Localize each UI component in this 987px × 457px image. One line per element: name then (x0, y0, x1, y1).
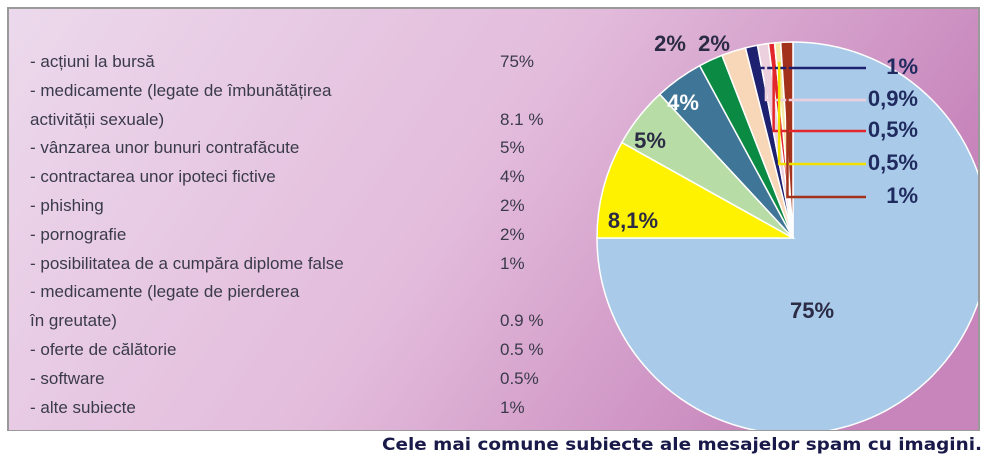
value-label: 1% (500, 253, 525, 273)
value-label: 75% (500, 52, 535, 71)
pie-label: 5% (634, 128, 666, 153)
pie-label: 1% (886, 183, 918, 208)
pie-slice (596, 41, 978, 430)
value-label: 4% (500, 167, 525, 187)
pie-label: 4% (667, 90, 699, 115)
caption-band (0, 431, 987, 457)
value-label: 2% (500, 224, 525, 244)
category-label: - phishing (30, 195, 104, 215)
legend-row: - software 0.5% (30, 365, 590, 394)
pie-label: 0,5% (868, 150, 918, 175)
caption: Cele mai comune subiecte ale mesajelor s… (382, 435, 982, 455)
category-label: - medicamente (legate de pierderea în gr… (30, 282, 300, 331)
leader-line (764, 63, 866, 102)
leader-line (786, 61, 866, 199)
pie-label: 1% (886, 54, 918, 79)
leader-line (772, 62, 866, 133)
legend-row: - posibilitatea de a cumpăra diplome fal… (30, 250, 590, 279)
category-label: - software (30, 368, 105, 388)
pie-label: 0,9% (868, 86, 918, 111)
value-label: 1% (500, 397, 525, 417)
category-label: - posibilitatea de a cumpăra diplome fal… (30, 253, 344, 273)
pie-labels: 75% 8,1% 5%4% 2% 2% 1% 0,9% 0,5% 0,5% 1% (608, 31, 918, 323)
value-label: 2% (500, 195, 525, 215)
value-label: 0.9 % (500, 311, 544, 331)
pie-label: 2% (698, 31, 730, 56)
pie-label: 8,1% (608, 208, 658, 233)
legend-row: - vânzarea unor bunuri contrafăcute 5% (30, 134, 590, 163)
legend-list: - acțiuni la bursă 75% - medicamente (lega… (30, 48, 590, 422)
value-label: 0.5 % (500, 339, 544, 359)
legend-row: - contractarea unor ipoteci fictive 4% (30, 163, 590, 192)
category-label: - vânzarea unor bunuri contrafăcute (30, 138, 300, 158)
legend-row: - pornografie 2% (30, 221, 590, 250)
pie-label: 0,5% (868, 117, 918, 142)
legend-row: - phishing 2% (30, 192, 590, 221)
category-label: - contractarea unor ipoteci fictive (30, 167, 276, 187)
pie-label: 2% (654, 31, 686, 56)
legend-row: - oferte de călătorie 0.5 % (30, 336, 590, 365)
legend-row: - medicamente (legate de pierderea în gr… (30, 278, 590, 336)
leader-line (754, 65, 866, 70)
category-label: - pornografie (30, 224, 127, 244)
value-label: 8.1 % (500, 109, 544, 129)
category-label: - medicamente (legate de îmbunătățirea a… (30, 80, 332, 129)
legend-row: - alte subiecte 1% (30, 394, 590, 423)
category-label: - oferte de călătorie (30, 339, 177, 359)
pie (596, 41, 978, 430)
pie-slice (596, 141, 796, 239)
legend-row: - acțiuni la bursă 75% (30, 48, 590, 77)
legend-row: - medicamente (legate de îmbunătățirea a… (30, 77, 590, 135)
category-label: - acțiuni la bursă (30, 52, 155, 71)
leader-line (777, 62, 866, 166)
value-label: 0.5% (500, 368, 539, 388)
category-label: - alte subiecte (30, 397, 136, 417)
pie-label: 75% (790, 298, 834, 323)
value-label: 5% (500, 138, 525, 158)
